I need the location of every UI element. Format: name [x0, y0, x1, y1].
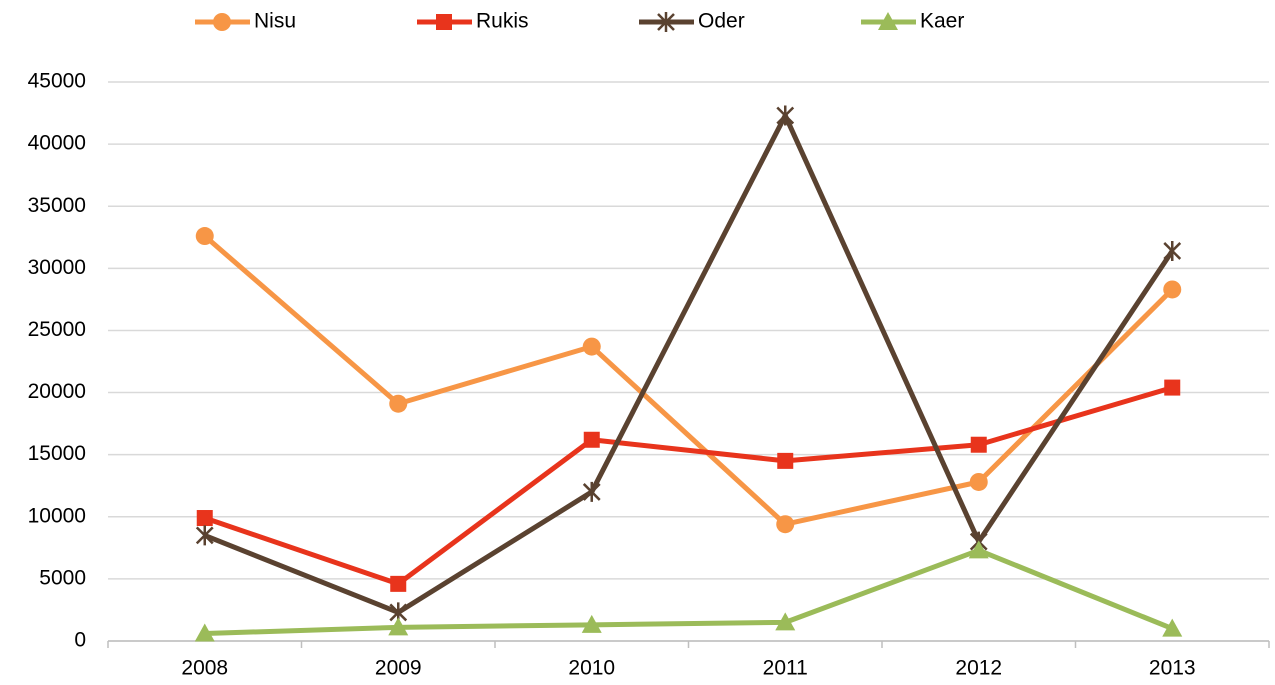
- legend-marker: [436, 14, 452, 30]
- x-tick-label: 2013: [1149, 657, 1196, 680]
- x-tick-label: 2008: [181, 657, 228, 680]
- y-tick-label: 10000: [28, 504, 86, 527]
- y-tick-label: 35000: [28, 194, 86, 217]
- y-tick-label: 40000: [28, 132, 86, 155]
- series-line: [203, 385, 1173, 587]
- y-tick-label: 15000: [28, 442, 86, 465]
- data-point: [195, 227, 214, 246]
- data-point: [775, 612, 796, 631]
- legend-label: Rukis: [476, 10, 529, 33]
- y-tick-label: 5000: [39, 566, 86, 589]
- legend-label: Oder: [698, 10, 745, 33]
- data-point: [388, 617, 409, 636]
- data-point: [390, 575, 407, 592]
- x-tick-label: 2010: [568, 657, 615, 680]
- legend-label: Kaer: [920, 10, 964, 33]
- y-tick-label: 25000: [28, 318, 86, 341]
- data-point: [582, 337, 601, 356]
- x-tick-label: 2011: [763, 657, 808, 680]
- data-point: [970, 436, 987, 453]
- legend-label: Nisu: [254, 10, 296, 33]
- data-point: [969, 472, 988, 491]
- data-point: [583, 431, 600, 448]
- y-tick-label: 20000: [28, 380, 86, 403]
- data-point: [777, 452, 794, 469]
- data-point: [196, 510, 213, 527]
- legend-marker: [213, 13, 231, 31]
- series-line: [204, 547, 1174, 637]
- data-point: [968, 540, 989, 559]
- data-point: [1162, 618, 1183, 637]
- data-point: [195, 525, 214, 546]
- data-point: [194, 623, 215, 642]
- y-tick-label: 45000: [28, 70, 86, 93]
- series-line: [203, 234, 1175, 527]
- data-point: [1163, 280, 1182, 299]
- data-point: [776, 105, 795, 126]
- series-line: [203, 113, 1175, 615]
- data-point: [389, 394, 408, 413]
- x-tick-label: 2012: [955, 657, 1002, 680]
- legend-marker: [878, 12, 898, 30]
- x-tick-label: 2009: [375, 657, 422, 680]
- legend-marker: [657, 12, 675, 32]
- y-tick-label: 30000: [28, 256, 86, 279]
- data-point: [581, 614, 602, 633]
- data-point: [582, 481, 601, 502]
- data-point: [1163, 240, 1182, 261]
- data-point: [776, 515, 795, 534]
- y-tick-label: 0: [74, 629, 86, 652]
- data-point: [1164, 379, 1181, 396]
